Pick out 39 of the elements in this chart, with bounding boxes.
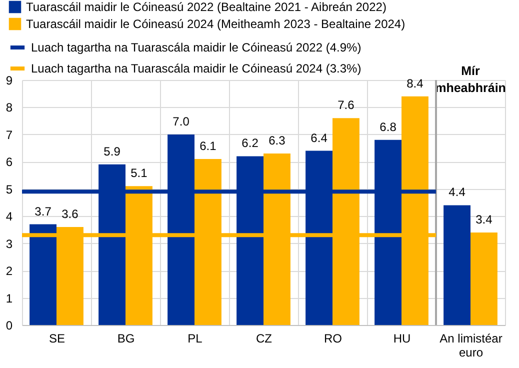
data-label: 5.9 [104,144,121,158]
x-tick-label: HU [393,332,411,346]
legend-label: Luach tagartha na Tuarascála maidir le Cóineasú 2024 (3.3%) [31,62,362,76]
data-label: 6.8 [380,120,397,134]
data-label: 6.3 [268,134,286,148]
bar [470,232,498,325]
y-tick-label: 6 [6,155,13,170]
y-tick-label: 9 [6,74,13,88]
data-label: 7.6 [338,98,355,112]
legend-label: Luach tagartha na Tuarascála maidir le Cóineasú 2022 (4.9%) [31,40,362,54]
x-tick-label: RO [324,332,342,346]
bar [444,205,470,325]
x-tick-label: An limistéar euro [440,332,502,360]
data-label: 5.1 [130,166,148,180]
legend-label: Tuarascáil maidir le Cóineasú 2024 (Meitheamh 2023 - Bealtaine 2024) [26,17,406,31]
y-tick-label: 4 [6,210,13,224]
x-tick-label: CZ [256,332,272,346]
data-label: 4.4 [448,185,466,200]
y-tick-label: 3 [6,236,13,251]
y-tick-label: 7 [6,128,13,142]
data-label: 8.4 [406,76,424,90]
legend-label: Tuarascáil maidir le Cóineasú 2022 (Bealtaine 2021 - Aibreán 2022) [26,0,386,14]
y-tick-label: 2 [6,264,13,278]
data-label: 7.0 [172,114,190,128]
data-label: 3.7 [34,204,52,218]
data-label: 6.1 [200,138,217,153]
y-tick-label: 0 [6,318,13,332]
annotation: Mír mheabhráin [435,64,506,95]
y-tick-label: 1 [6,291,13,306]
data-label: 3.6 [62,207,79,221]
y-tick-label: 8 [6,100,13,115]
y-tick-label: 5 [6,182,13,196]
bar [30,224,56,325]
data-label: 6.2 [242,136,259,150]
data-label: 6.4 [310,130,328,145]
data-label: 3.4 [476,212,493,226]
x-tick-label: SE [48,332,66,346]
x-tick-label: BG [117,332,135,346]
x-tick-label: PL [188,332,203,346]
